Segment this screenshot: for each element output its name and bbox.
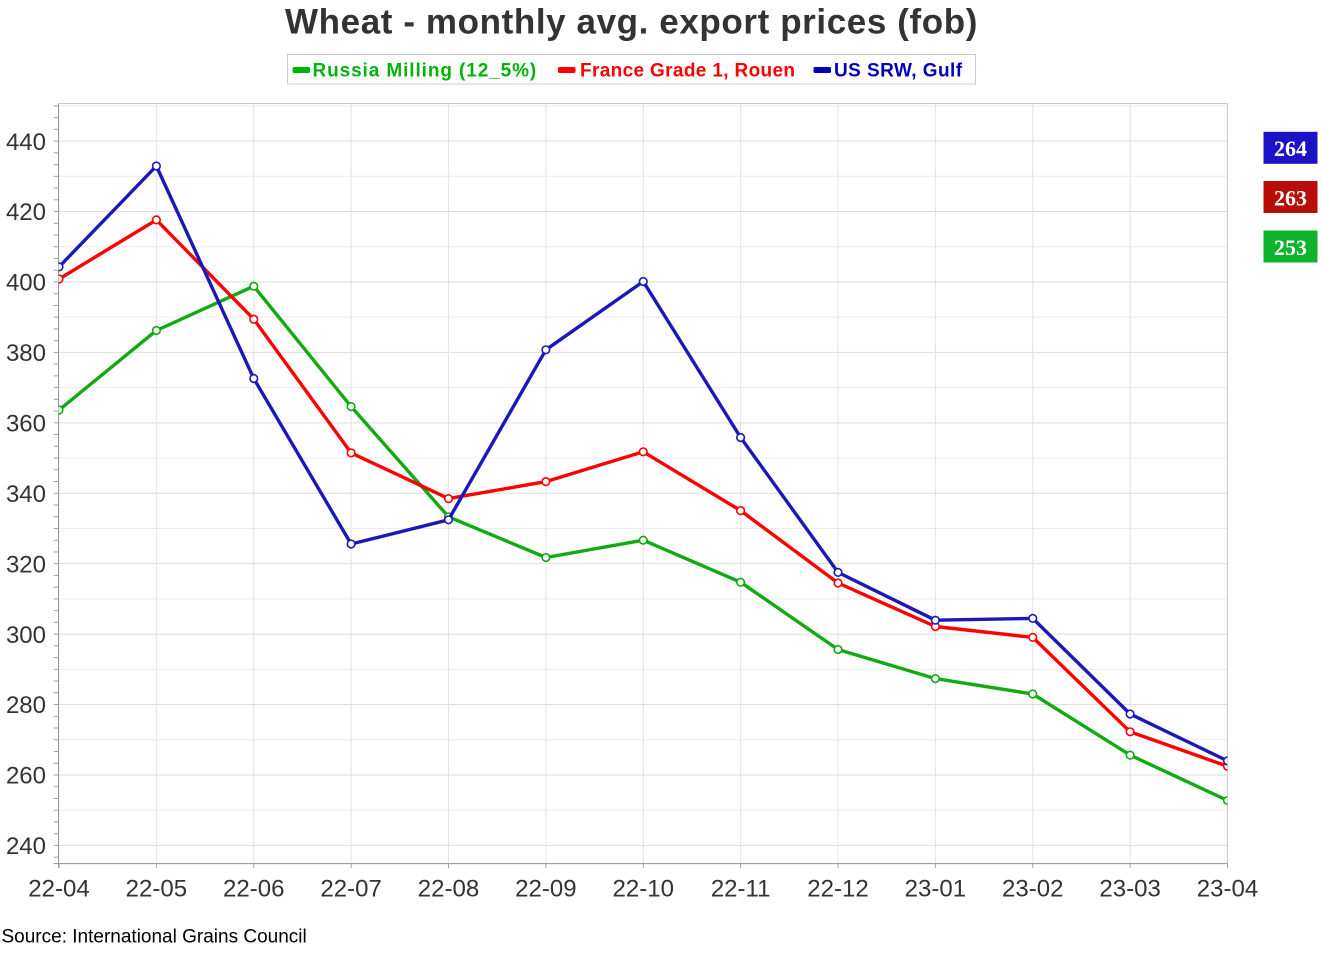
svg-text:280: 280 [6,692,46,719]
svg-text:360: 360 [6,411,46,438]
svg-text:Russia Milling (12_5%): Russia Milling (12_5%) [313,60,538,81]
svg-text:22-11: 22-11 [711,876,771,903]
svg-text:400: 400 [6,270,46,297]
svg-text:France Grade 1, Rouen: France Grade 1, Rouen [580,60,795,81]
svg-text:440: 440 [6,129,46,156]
svg-text:22-06: 22-06 [223,876,284,903]
svg-text:260: 260 [6,763,46,790]
svg-text:22-12: 22-12 [807,876,868,903]
svg-text:23-01: 23-01 [905,876,966,903]
svg-text:Source: International Grains C: Source: International Grains Council [2,926,307,947]
svg-text:340: 340 [6,481,46,508]
svg-text:US SRW, Gulf: US SRW, Gulf [834,60,963,81]
svg-text:240: 240 [6,833,46,860]
svg-text:264: 264 [1274,136,1307,161]
svg-text:23-03: 23-03 [1099,876,1160,903]
svg-text:22-09: 22-09 [515,876,576,903]
svg-text:22-04: 22-04 [28,876,89,903]
svg-text:320: 320 [6,551,46,578]
svg-text:22-08: 22-08 [418,876,479,903]
svg-text:Wheat - monthly avg. export pr: Wheat - monthly avg. export prices (fob) [285,3,978,42]
svg-text:22-07: 22-07 [320,876,381,903]
svg-text:253: 253 [1274,235,1307,260]
svg-text:380: 380 [6,340,46,367]
svg-text:300: 300 [6,622,46,649]
svg-text:23-04: 23-04 [1197,876,1258,903]
svg-text:22-10: 22-10 [613,876,674,903]
svg-text:23-02: 23-02 [1002,876,1063,903]
svg-text:22-05: 22-05 [126,876,187,903]
svg-text:263: 263 [1274,185,1307,210]
svg-text:420: 420 [6,199,46,226]
